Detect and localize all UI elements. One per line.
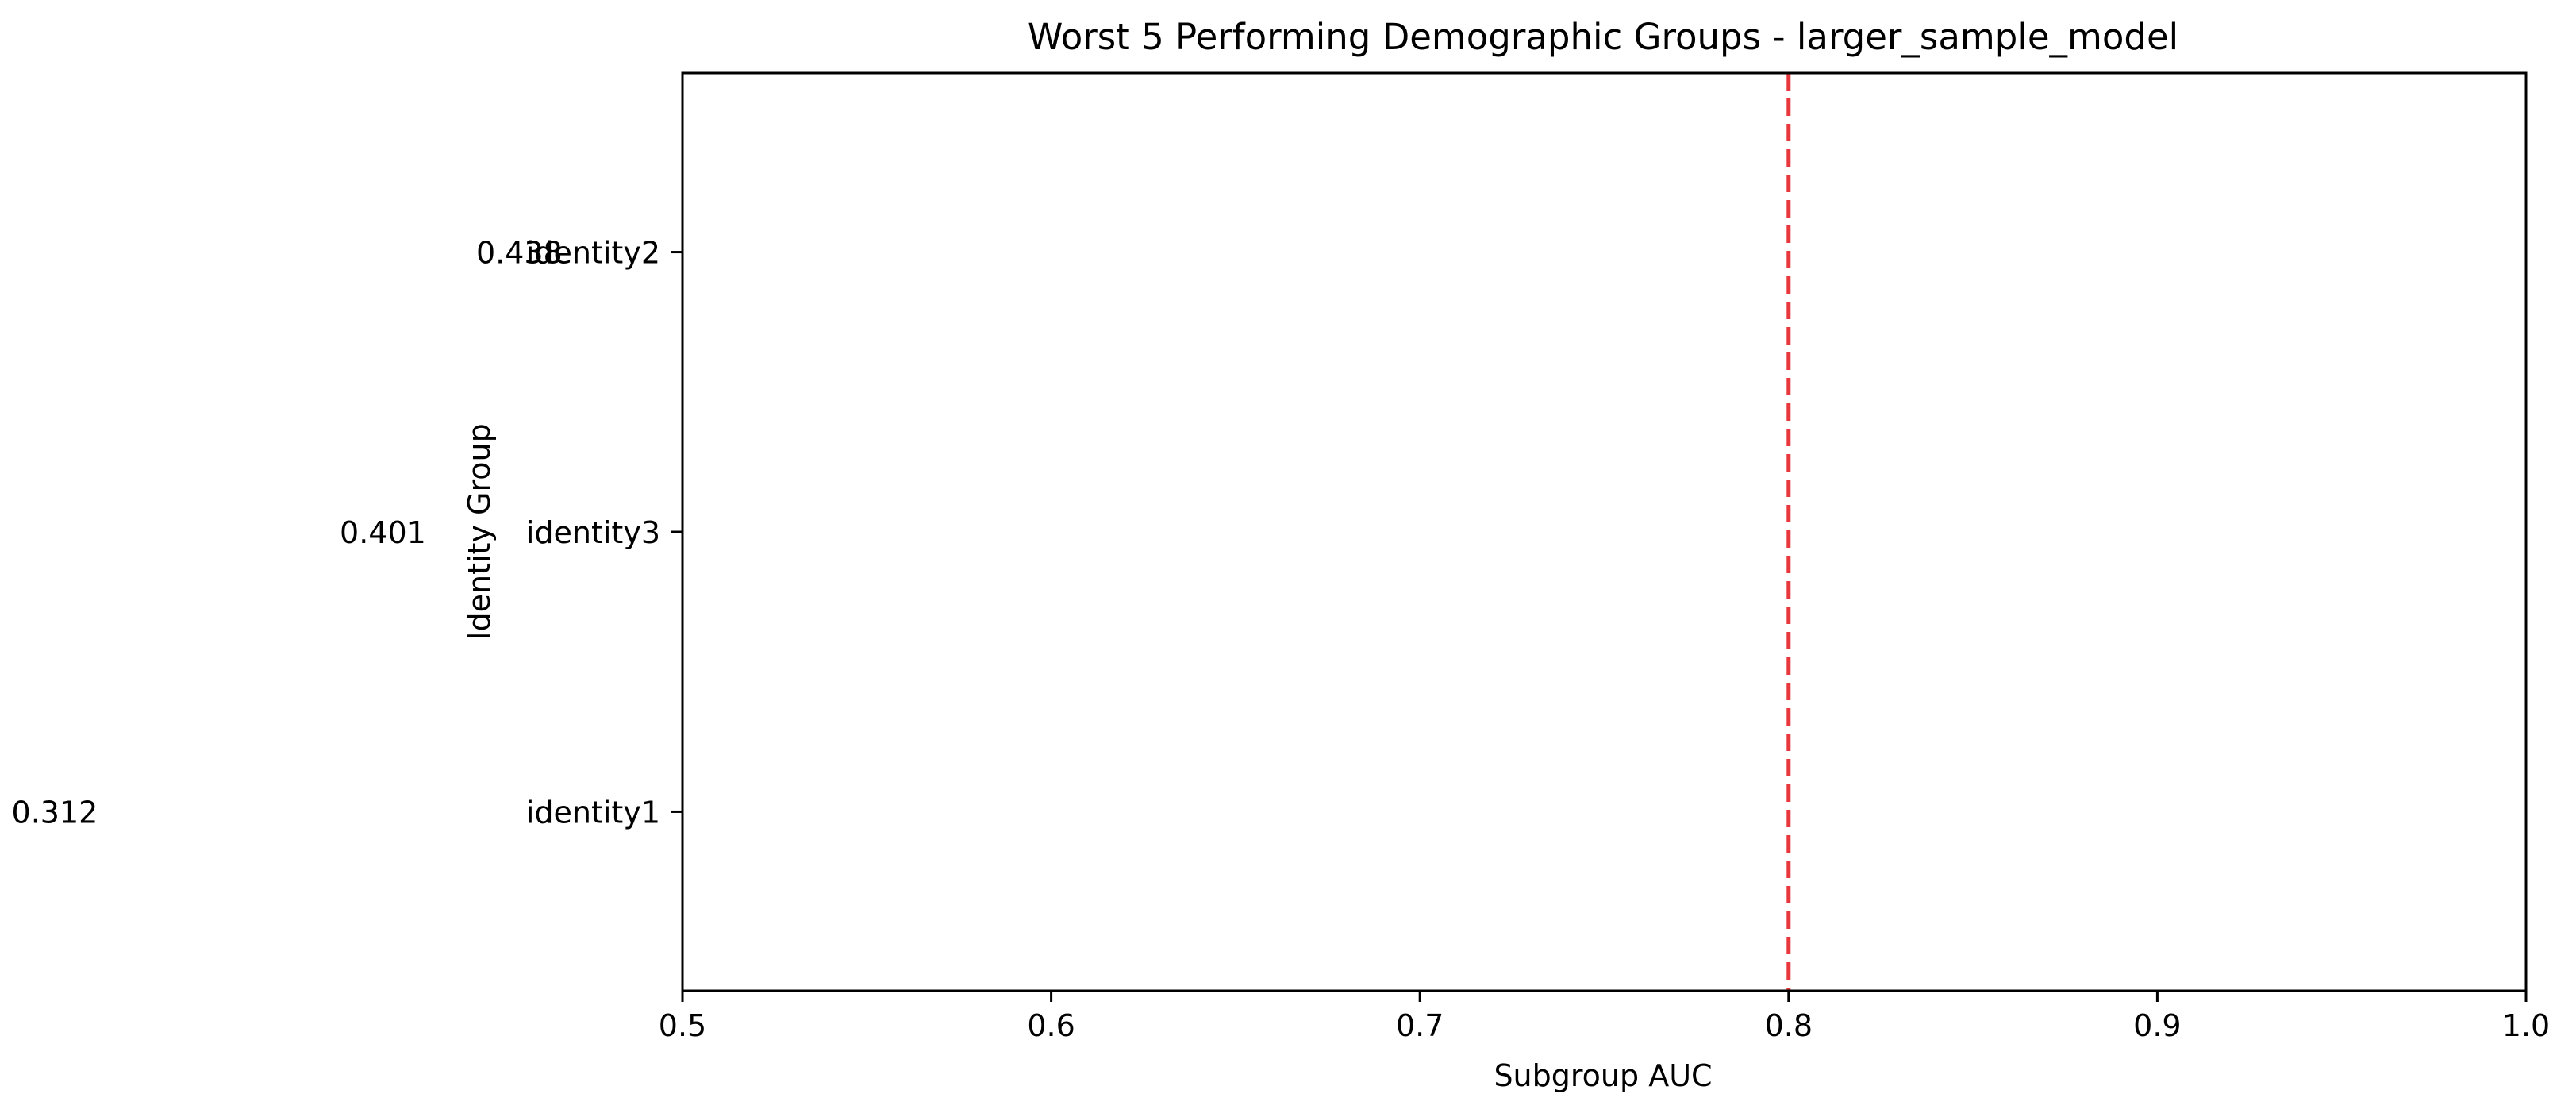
x-tick-label: 0.8	[1765, 1008, 1813, 1043]
y-tick-label: identity1	[526, 795, 660, 830]
x-axis-label: Subgroup AUC	[1494, 1058, 1712, 1093]
value-labels: 0.312 0.401 0.438	[12, 236, 563, 830]
x-tick-label: 1.0	[2502, 1008, 2550, 1043]
y-tick-label: identity3	[526, 515, 660, 550]
y-tick-label: identity2	[526, 236, 660, 271]
value-label: 0.438	[476, 236, 563, 271]
value-label: 0.401	[340, 515, 426, 550]
x-axis-ticks: 0.5 0.6 0.7 0.8 0.9 1.0	[659, 991, 2550, 1043]
x-tick-label: 0.9	[2133, 1008, 2181, 1043]
y-axis-ticks: identity1 identity3 identity2	[526, 236, 682, 830]
y-axis-label: Identity Group	[462, 423, 497, 640]
chart-title: Worst 5 Performing Demographic Groups - …	[1028, 16, 2178, 58]
x-tick-label: 0.6	[1027, 1008, 1075, 1043]
x-tick-label: 0.7	[1396, 1008, 1444, 1043]
value-label: 0.312	[12, 795, 98, 830]
x-tick-label: 0.5	[659, 1008, 706, 1043]
